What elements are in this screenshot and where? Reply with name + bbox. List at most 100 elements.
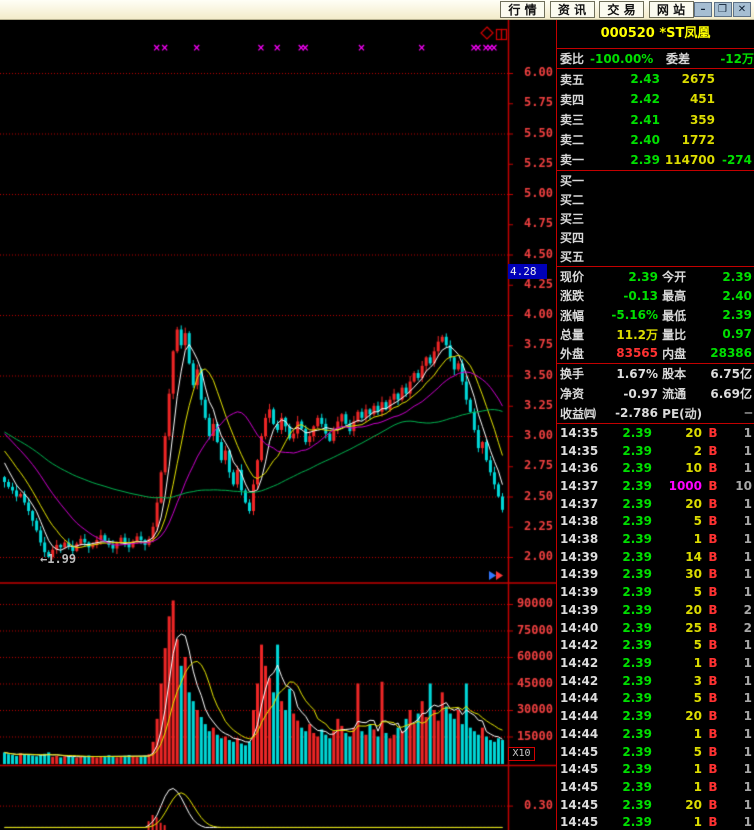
sell-volume: 1772 bbox=[681, 132, 715, 147]
stat-label: 今开 bbox=[658, 270, 687, 285]
transaction-row: 14:37 2.39 20 B 1 bbox=[557, 495, 754, 513]
stock-title: 000520 *ST凤凰 bbox=[557, 20, 754, 49]
trans-side: B bbox=[708, 478, 718, 493]
stat-value: ─ bbox=[744, 406, 752, 421]
transaction-row: 14:44 2.39 20 B 1 bbox=[557, 707, 754, 725]
trans-volume: 20 bbox=[685, 602, 702, 617]
trans-volume: 5 bbox=[693, 691, 702, 706]
restore-button[interactable]: ❐ bbox=[713, 2, 732, 17]
trans-price: 2.39 bbox=[622, 709, 652, 724]
trans-price: 2.39 bbox=[622, 779, 652, 794]
trans-count: 1 bbox=[743, 461, 752, 476]
expand-arrows-icon[interactable] bbox=[487, 589, 505, 601]
trans-count: 1 bbox=[743, 549, 752, 564]
transaction-row: 14:38 2.39 5 B 1 bbox=[557, 513, 754, 531]
trans-price: 2.39 bbox=[622, 443, 652, 458]
trans-volume: 1 bbox=[693, 655, 702, 670]
stat-value: 0.97 bbox=[722, 327, 752, 342]
menu-tab-trade[interactable]: 交 易 bbox=[599, 1, 644, 18]
transaction-row: 14:44 2.39 1 B 1 bbox=[557, 725, 754, 743]
transaction-row: 14:40 2.39 25 B 2 bbox=[557, 619, 754, 637]
stat-row: 净资 -0.97 流通 6.69亿 bbox=[557, 384, 754, 404]
quote-panel: 000520 *ST凤凰 委比 -100.00% 委差 -12万 卖五 2.43 2… bbox=[556, 20, 754, 830]
trans-side: B bbox=[708, 744, 718, 759]
trans-count: 1 bbox=[743, 779, 752, 794]
stat-value: 6.69亿 bbox=[710, 387, 752, 401]
transaction-row: 14:39 2.39 20 B 2 bbox=[557, 601, 754, 619]
close-button[interactable]: ✕ bbox=[733, 2, 751, 17]
trans-time: 14:45 bbox=[560, 744, 599, 759]
transaction-row: 14:45 2.39 20 B 1 bbox=[557, 796, 754, 814]
stat-label: 换手 bbox=[560, 367, 585, 382]
trans-price: 2.39 bbox=[622, 602, 652, 617]
trans-price: 2.39 bbox=[622, 496, 652, 511]
indicator-name-label[interactable]: X10 bbox=[508, 747, 535, 761]
transaction-row: 14:36 2.39 10 B 1 bbox=[557, 459, 754, 477]
stat-row: 收益㈣ -2.786 PE(动) ─ bbox=[557, 403, 754, 423]
trans-count: 1 bbox=[743, 691, 752, 706]
sell-price: 2.39 bbox=[630, 152, 660, 167]
divider bbox=[557, 170, 754, 171]
trans-side: B bbox=[708, 585, 718, 600]
sell-label: 卖二 bbox=[560, 133, 585, 148]
stat-label: 股本 bbox=[658, 367, 687, 382]
trans-time: 14:45 bbox=[560, 815, 599, 830]
stat-value: 2.39 bbox=[628, 269, 658, 284]
transaction-row: 14:42 2.39 5 B 1 bbox=[557, 636, 754, 654]
trans-time: 14:42 bbox=[560, 655, 599, 670]
stock-chart-canvas[interactable] bbox=[0, 20, 556, 830]
sell-volume: 114700 bbox=[664, 152, 715, 167]
trans-price: 2.39 bbox=[622, 762, 652, 777]
transaction-row: 14:39 2.39 14 B 1 bbox=[557, 548, 754, 566]
trans-side: B bbox=[708, 691, 718, 706]
stat-value: 2.39 bbox=[722, 269, 752, 284]
trans-volume: 20 bbox=[685, 709, 702, 724]
weibi-value: -100.00% bbox=[590, 51, 654, 66]
trans-time: 14:40 bbox=[560, 620, 599, 635]
trans-price: 2.39 bbox=[622, 691, 652, 706]
stat-row: 换手 1.67% 股本 6.75亿 bbox=[557, 364, 754, 384]
stat-row: 现价 2.39 今开 2.39 bbox=[557, 267, 754, 286]
trans-volume: 5 bbox=[693, 585, 702, 600]
trans-volume: 1 bbox=[693, 532, 702, 547]
trans-price: 2.39 bbox=[622, 532, 652, 547]
stat-label: 收益㈣ bbox=[560, 406, 597, 421]
trans-price: 2.39 bbox=[622, 425, 652, 440]
trans-side: B bbox=[708, 443, 718, 458]
trans-count: 1 bbox=[743, 797, 752, 812]
trans-volume: 1000 bbox=[668, 478, 702, 493]
trans-side: B bbox=[708, 496, 718, 511]
trans-volume: 3 bbox=[693, 673, 702, 688]
trans-time: 14:42 bbox=[560, 638, 599, 653]
sell-label: 卖五 bbox=[560, 72, 585, 87]
menu-tab-quotes[interactable]: 行 情 bbox=[500, 1, 545, 18]
trans-count: 1 bbox=[743, 532, 752, 547]
trans-side: B bbox=[708, 709, 718, 724]
trans-time: 14:38 bbox=[560, 514, 599, 529]
trans-count: 1 bbox=[743, 425, 752, 440]
stat-value: 6.75亿 bbox=[710, 367, 752, 382]
weicha-value: -12万 bbox=[720, 52, 754, 66]
trans-side: B bbox=[708, 620, 718, 635]
sell-price: 2.42 bbox=[630, 92, 660, 107]
sell-levels: 卖五 2.43 2675 卖四 2.42 451 卖三 2.41 359 卖二 2.40 1772 卖一… bbox=[557, 69, 754, 170]
trans-time: 14:37 bbox=[560, 496, 599, 511]
trans-side: B bbox=[708, 602, 718, 617]
stat-value: 11.2万 bbox=[616, 327, 658, 342]
buy-row: 买五 bbox=[557, 247, 754, 266]
trans-side: B bbox=[708, 425, 718, 440]
trans-price: 2.39 bbox=[622, 797, 652, 812]
minimize-button[interactable]: – bbox=[694, 2, 712, 17]
sell-row: 卖三 2.41 359 bbox=[557, 109, 754, 129]
transaction-row: 14:35 2.39 20 B 1 bbox=[557, 424, 754, 442]
trans-time: 14:44 bbox=[560, 726, 599, 741]
sell-row: 卖一 2.39 114700 -274 bbox=[557, 150, 754, 170]
trans-count: 1 bbox=[743, 567, 752, 582]
sell-volume: 2675 bbox=[681, 72, 715, 87]
sell-label: 卖三 bbox=[560, 113, 585, 127]
menu-tab-website[interactable]: 网 站 bbox=[648, 1, 694, 18]
trans-time: 14:38 bbox=[560, 532, 599, 547]
trans-count: 1 bbox=[743, 762, 752, 777]
menu-tab-news[interactable]: 资 讯 bbox=[549, 1, 595, 18]
divider bbox=[557, 266, 754, 267]
